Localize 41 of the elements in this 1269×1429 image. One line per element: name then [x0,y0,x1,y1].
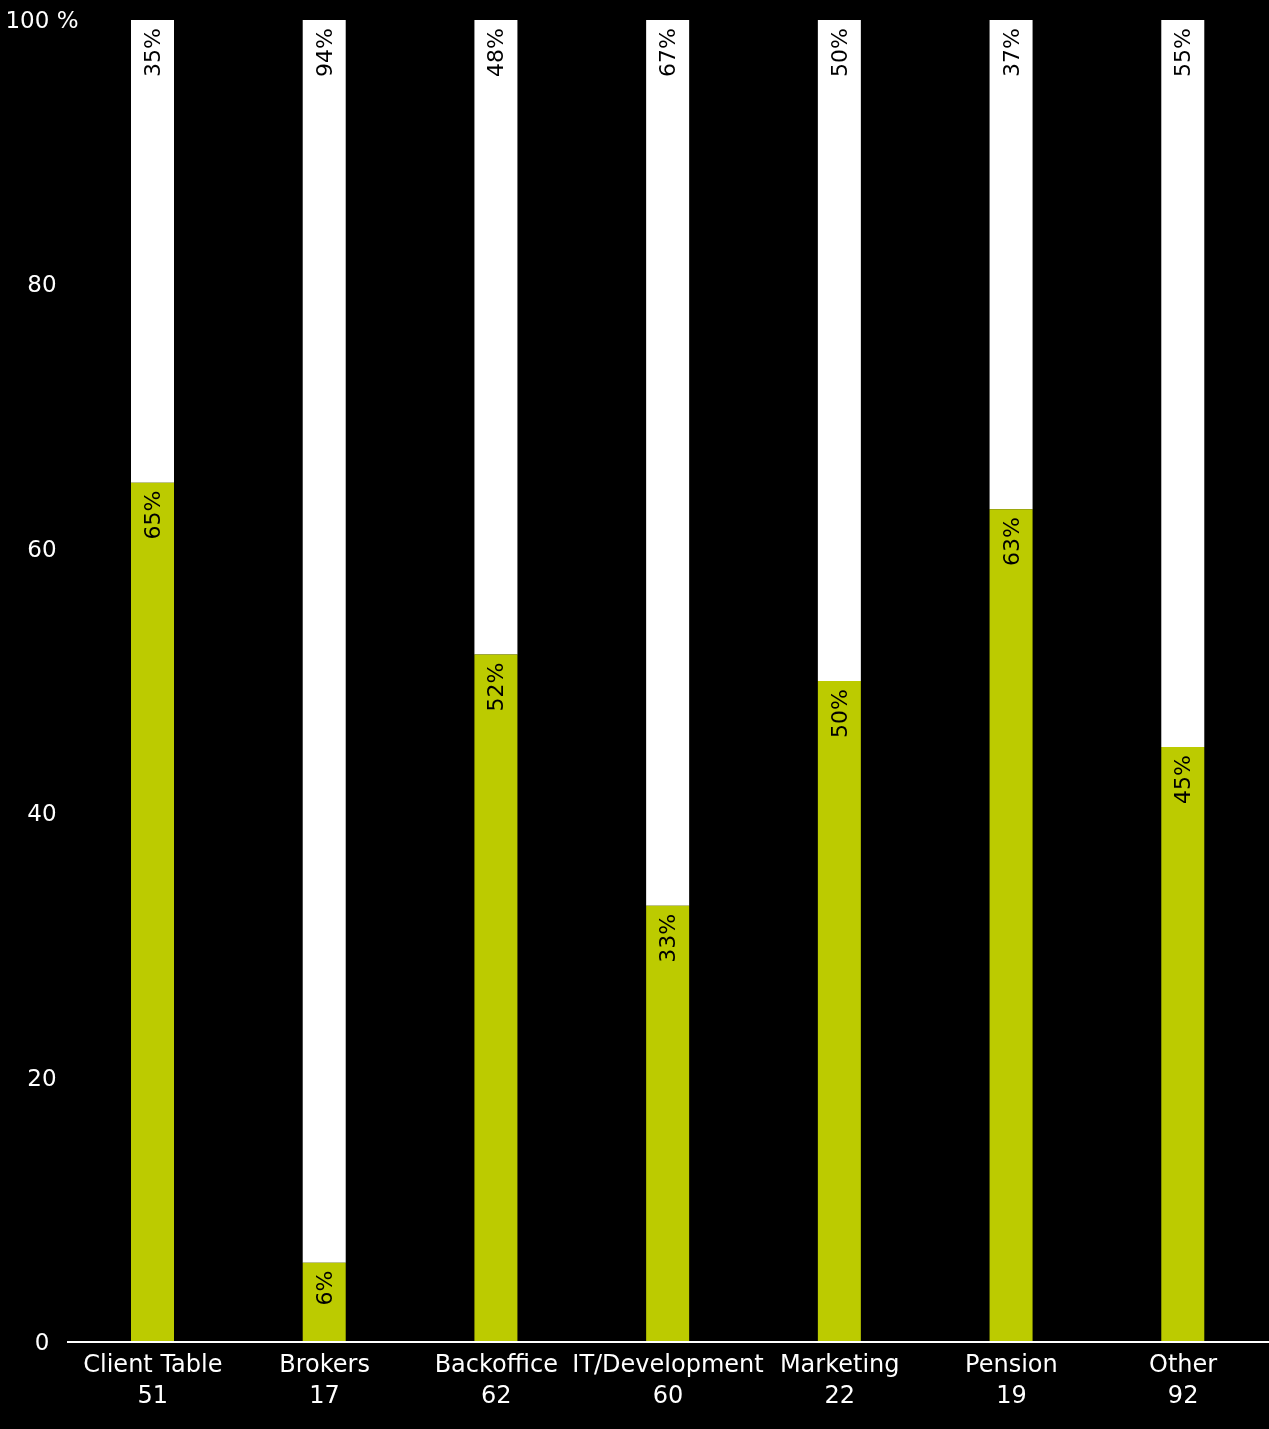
x-tick-label: Backoffice 62 [434,1350,558,1409]
data-label: 37% [998,28,1024,77]
data-label: 50% [826,689,852,738]
data-label: 67% [655,28,681,77]
bar [474,20,518,655]
y-tick-label: 0 [34,1329,50,1355]
bar [817,681,861,1342]
x-tick-label: Client Table 51 [83,1350,223,1409]
data-label: 50% [826,28,852,77]
bar [646,20,690,906]
bar [302,20,346,1263]
data-label: 55% [1170,28,1196,77]
x-tick-label: IT/Development 60 [572,1350,764,1409]
bar [474,654,518,1342]
data-label: 48% [483,28,509,77]
data-label: 33% [655,913,681,963]
data-label: 35% [140,28,165,77]
y-tick-label: 100 % [5,7,79,33]
bar [817,20,861,681]
bar [989,509,1033,1342]
bar [646,905,690,1342]
data-label: 52% [483,662,509,712]
bar [989,20,1033,510]
data-label: 65% [140,490,165,540]
x-tick-label: Pension 19 [965,1350,1058,1409]
bar [131,482,174,1342]
x-tick-label: Brokers 17 [279,1350,370,1409]
data-label: 63% [998,517,1024,567]
bar [1161,20,1205,748]
bar [131,20,174,483]
y-tick-label: 80 [27,271,57,298]
bar [1161,747,1205,1342]
x-tick-label: Other 92 [1149,1350,1218,1409]
y-tick-label: 40 [27,800,57,827]
x-tick-label: Marketing 22 [779,1350,900,1409]
data-label: 45% [1170,755,1196,805]
bar [302,1262,346,1342]
y-tick-label: 20 [27,1064,57,1091]
data-label: 94% [311,28,337,77]
y-tick-label: 60 [27,535,57,562]
data-label: 6% [311,1270,337,1306]
